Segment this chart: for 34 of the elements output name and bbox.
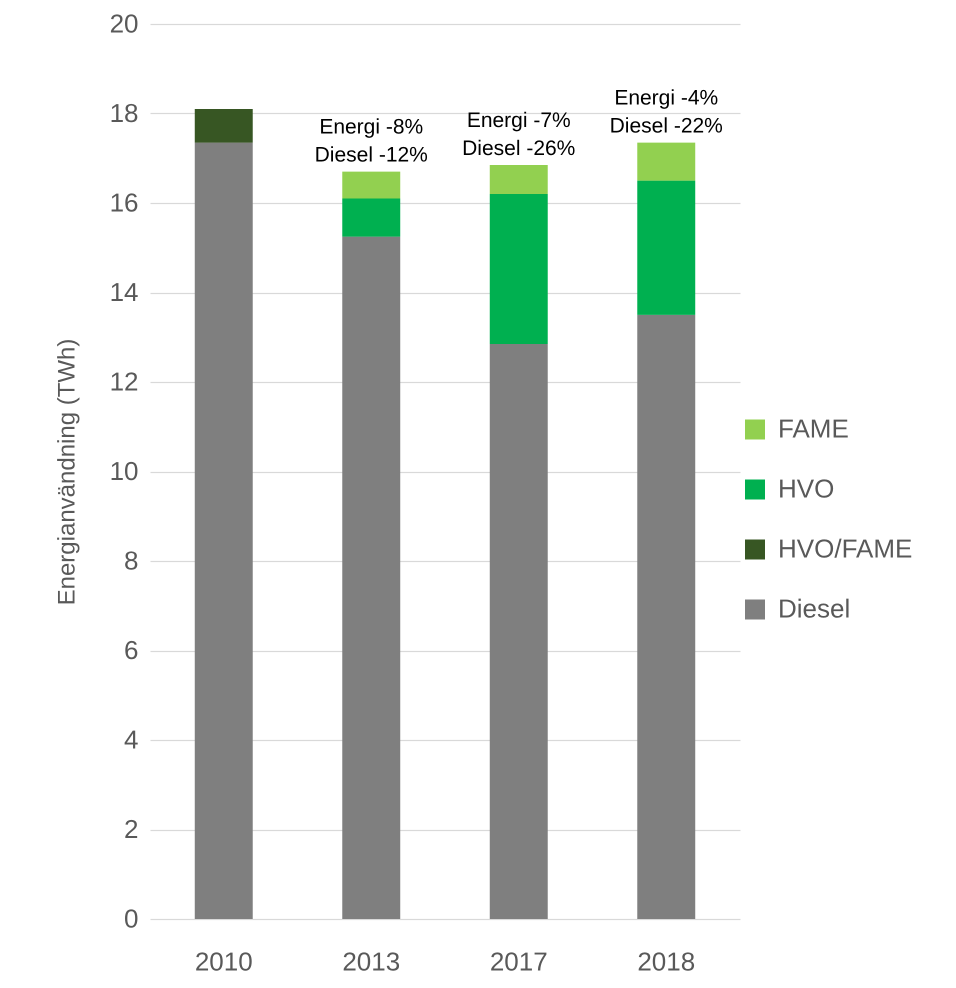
- bar: [490, 344, 548, 919]
- x-tick-label: 2013: [342, 946, 400, 976]
- y-tick-label: 2: [124, 814, 138, 844]
- x-tick-label: 2010: [194, 946, 253, 976]
- annotation: Energi -7% Diesel -26%: [462, 108, 576, 160]
- annotation: Energi -8% Diesel -12%: [314, 116, 428, 167]
- bar: [637, 180, 696, 315]
- y-axis-title: Energianvändning (TWh): [54, 338, 81, 606]
- annotation: Energi -4% Diesel -22%: [610, 86, 723, 138]
- bar: [342, 172, 400, 199]
- y-tick-label: 4: [124, 724, 138, 754]
- legend-label: HVO/FAME: [778, 534, 912, 564]
- y-tick-label: 16: [110, 188, 138, 218]
- y-tick-label: 18: [110, 98, 138, 128]
- y-tick-label: 12: [110, 366, 138, 396]
- x-tick-label: 2018: [637, 946, 696, 976]
- bar: [342, 198, 400, 237]
- bar: [342, 236, 400, 919]
- y-tick-label: 8: [124, 546, 138, 576]
- y-tick-label: 14: [110, 277, 138, 307]
- legend-label: Diesel: [778, 594, 850, 624]
- legend-label: FAME: [778, 414, 849, 444]
- bar: [194, 109, 253, 143]
- y-tick-label: 6: [124, 635, 138, 665]
- y-tick-label: 10: [110, 456, 138, 486]
- bar: [637, 314, 696, 919]
- bar: [490, 194, 548, 344]
- legend-label: HVO: [778, 474, 834, 504]
- bar: [637, 142, 696, 181]
- y-tick-label: 0: [124, 904, 138, 934]
- x-tick-label: 2017: [490, 946, 548, 976]
- bar: [194, 142, 253, 919]
- bar: [490, 164, 548, 194]
- y-tick-label: 20: [110, 8, 138, 38]
